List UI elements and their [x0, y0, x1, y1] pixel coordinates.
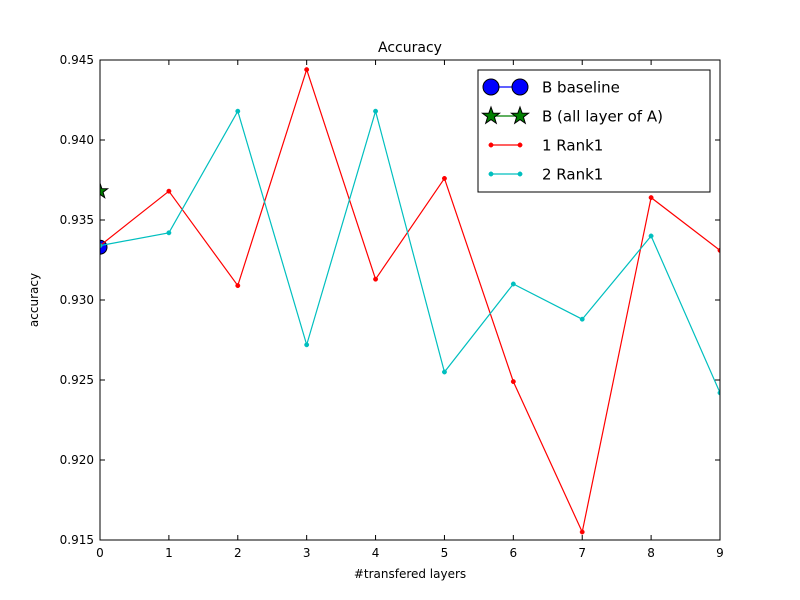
data-point-2-rank1 — [510, 281, 516, 287]
data-point-1-rank1 — [166, 188, 172, 194]
legend-marker-b-baseline — [482, 78, 500, 96]
y-tick-label: 0.925 — [60, 373, 94, 387]
data-point-2-rank1 — [235, 108, 241, 114]
y-axis-title: accuracy — [27, 273, 41, 327]
x-tick-label: 0 — [96, 546, 104, 560]
data-point-2-rank1 — [166, 230, 172, 236]
data-point-2-rank1 — [441, 369, 447, 375]
legend-marker-2-rank1 — [517, 171, 523, 177]
data-point-1-rank1 — [373, 276, 379, 282]
legend-marker-2-rank1 — [488, 171, 494, 177]
legend-label-b-baseline: B baseline — [542, 79, 620, 97]
legend-marker-1-rank1 — [517, 142, 523, 148]
data-point-1-rank1 — [648, 195, 654, 201]
plot-frame — [99, 59, 721, 541]
x-tick-label: 5 — [441, 546, 449, 560]
x-tick-label: 4 — [372, 546, 380, 560]
x-axis-title: #transfered layers — [354, 567, 466, 581]
data-point-2-rank1 — [579, 316, 585, 322]
legend-marker-b-all-layer-of-a — [509, 105, 531, 125]
data-point-1-rank1 — [441, 175, 447, 181]
data-point-1-rank1 — [235, 283, 241, 289]
x-tick-label: 3 — [303, 546, 311, 560]
series-line-1-rank1 — [100, 67, 720, 534]
legend-label-b-all-layer-of-a: B (all layer of A) — [542, 108, 663, 126]
y-tick-label: 0.940 — [60, 133, 94, 147]
data-point-2-rank1 — [373, 108, 379, 114]
x-tick-label: 8 — [647, 546, 655, 560]
x-tick-label: 9 — [716, 546, 724, 560]
y-tick-label: 0.920 — [60, 453, 94, 467]
data-point-1-rank1 — [304, 67, 310, 73]
legend-label-2-rank1: 2 Rank1 — [542, 166, 603, 184]
y-tick-label: 0.935 — [60, 213, 94, 227]
data-point-1-rank1 — [510, 379, 516, 385]
y-tick-label: 0.915 — [60, 533, 94, 547]
series-line-2-rank1 — [100, 108, 720, 394]
data-point-b-all-layer-of-a — [100, 181, 110, 199]
chart-title: Accuracy — [378, 40, 442, 56]
plot-area: 0 1 2 3 4 5 6 7 8 9 0.915 0.920 0.925 0.930 0.935 0.940… — [60, 53, 724, 560]
data-point-2-rank1 — [304, 342, 310, 348]
series-group — [100, 67, 720, 535]
legend: B baseline B (all layer of A) 1 Rank1 2 Ran… — [477, 69, 711, 193]
data-point-1-rank1 — [579, 529, 585, 535]
legend-marker-1-rank1 — [488, 142, 494, 148]
x-tick-label: 1 — [165, 546, 173, 560]
legend-marker-b-baseline — [511, 78, 529, 96]
legend-marker-b-all-layer-of-a — [480, 105, 502, 125]
x-tick-label: 2 — [234, 546, 242, 560]
legend-label-1-rank1: 1 Rank1 — [542, 137, 603, 155]
data-point-2-rank1 — [648, 233, 654, 239]
y-tick-label: 0.945 — [60, 53, 94, 67]
x-tick-label: 7 — [578, 546, 586, 560]
y-tick-label: 0.930 — [60, 293, 94, 307]
x-tick-label: 6 — [510, 546, 518, 560]
